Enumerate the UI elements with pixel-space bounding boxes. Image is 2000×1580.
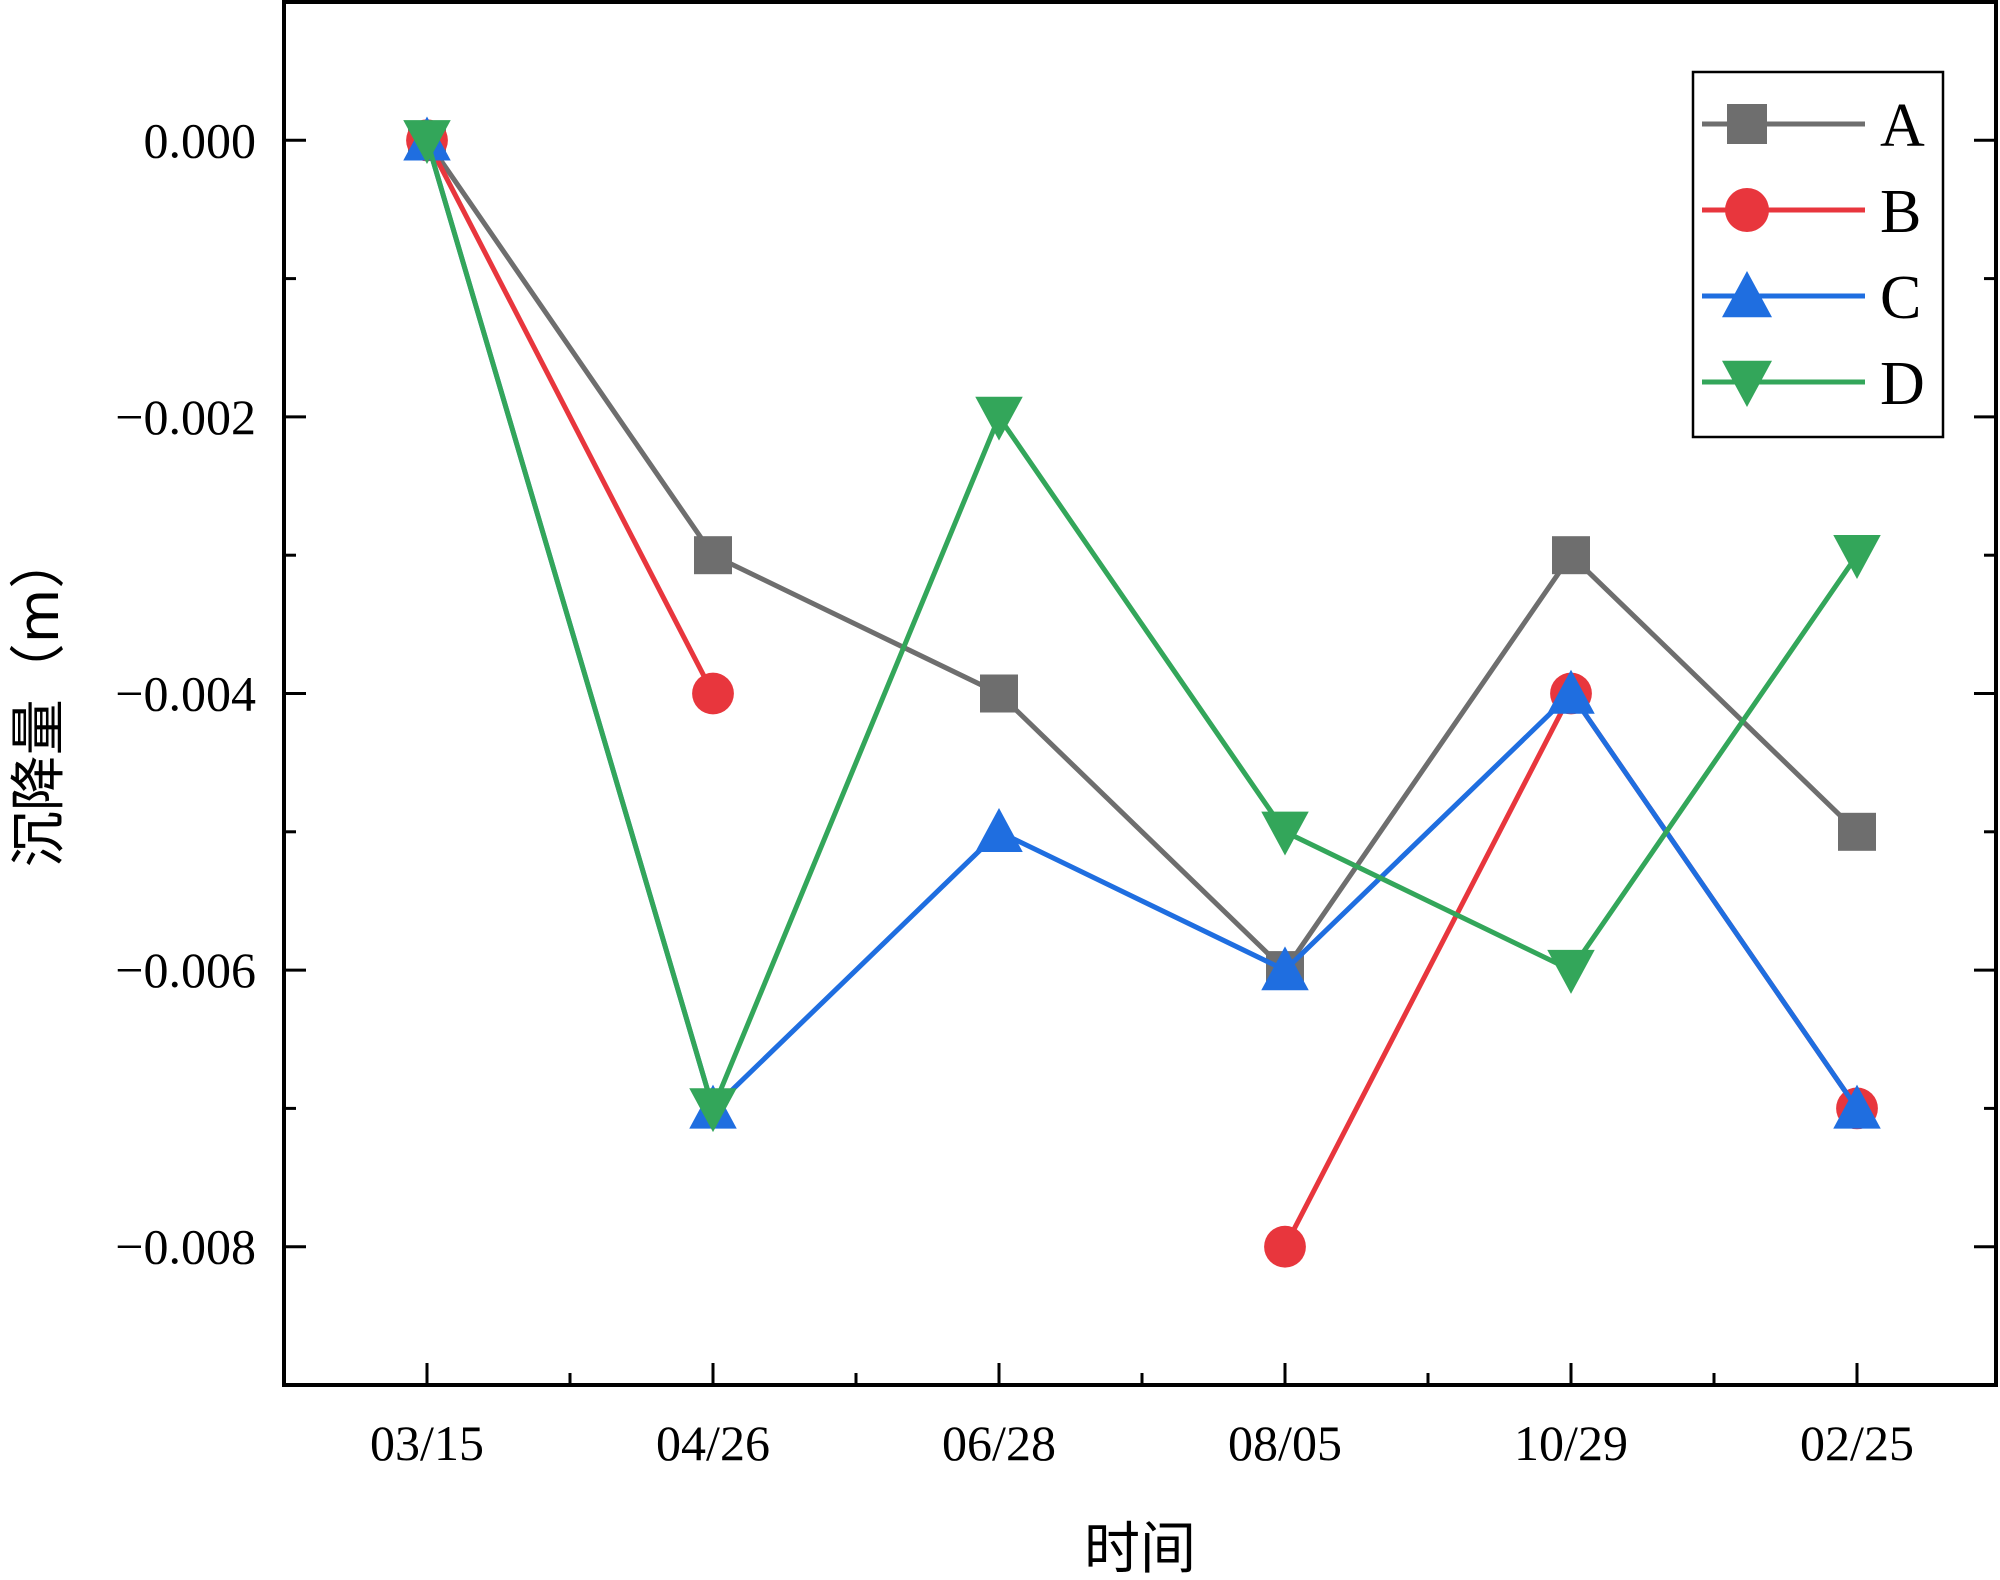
legend-label-c: C	[1880, 264, 1921, 332]
legend-label-a: A	[1880, 92, 1925, 160]
series-c-point	[1833, 1084, 1881, 1129]
y-tick-label: −0.008	[115, 1219, 256, 1275]
x-axis: 03/15 04/26 06/28 08/05 10/29 02/25	[370, 1363, 1914, 1471]
series-d-point	[1547, 949, 1595, 994]
legend-label-d: D	[1880, 350, 1925, 418]
series-a	[408, 121, 1876, 990]
x-tick-label: 03/15	[370, 1415, 484, 1471]
x-axis-title: 时间	[1084, 1517, 1196, 1580]
x-tick-label: 06/28	[942, 1415, 1056, 1471]
y-tick-label: −0.002	[115, 389, 256, 445]
series-b-line	[424, 139, 716, 695]
x-tick-label: 02/25	[1800, 1415, 1914, 1471]
series-layer	[403, 116, 1881, 1268]
series-c-point	[975, 808, 1023, 852]
series-a-point	[1552, 536, 1590, 575]
y-axis: 0.000 −0.002 −0.004 −0.006 −0.008	[115, 112, 1996, 1275]
series-d-line	[424, 139, 1860, 1116]
legend-marker-a	[1727, 104, 1767, 144]
series-c-point	[1547, 669, 1595, 714]
series-d-point	[689, 1088, 737, 1133]
series-d-point	[1261, 811, 1309, 856]
legend-marker-b	[1725, 188, 1769, 232]
series-d-point	[975, 396, 1023, 441]
series-c-point	[1261, 946, 1309, 991]
series-b	[406, 119, 1878, 1268]
series-d	[403, 120, 1881, 1133]
x-tick-label: 10/29	[1514, 1415, 1628, 1471]
series-d-point	[1833, 535, 1881, 579]
y-tick-label: 0.000	[144, 112, 257, 168]
series-a-point	[694, 536, 732, 575]
y-tick-label: −0.006	[115, 942, 256, 998]
y-tick-label: −0.004	[115, 666, 256, 722]
y-axis-title: 沉降量（m）	[7, 533, 72, 868]
series-a-line	[424, 138, 1859, 974]
legend-marker-d	[1722, 360, 1772, 407]
series-b-point	[692, 672, 734, 715]
series-a-point	[980, 674, 1018, 713]
series-d-point	[403, 120, 451, 165]
legend-marker-c	[1722, 271, 1772, 318]
legend-label-b: B	[1880, 178, 1921, 246]
series-a-point	[1838, 812, 1876, 851]
series-b-point	[1264, 1225, 1306, 1268]
x-tick-label: 08/05	[1228, 1415, 1342, 1471]
x-tick-label: 04/26	[656, 1415, 770, 1471]
